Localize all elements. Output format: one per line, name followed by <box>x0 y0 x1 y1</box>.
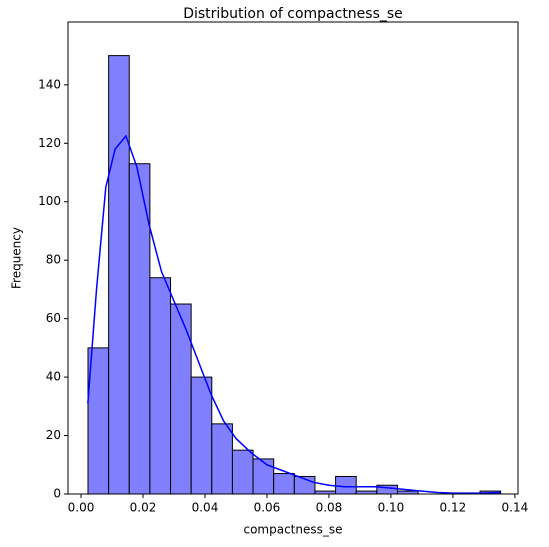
x-tick-label: 0.10 <box>378 501 405 515</box>
x-axis-label: compactness_se <box>243 523 342 537</box>
x-tick-label: 0.02 <box>130 501 157 515</box>
y-tick-label: 60 <box>46 311 61 325</box>
x-tick-label: 0.12 <box>440 501 467 515</box>
x-tick-label: 0.06 <box>254 501 281 515</box>
bar <box>149 277 172 495</box>
bar <box>108 55 130 495</box>
y-tick-label: 20 <box>46 428 61 442</box>
bar <box>211 423 233 495</box>
bar <box>335 475 357 495</box>
chart-title: Distribution of compactness_se <box>183 6 403 22</box>
y-tick-label: 80 <box>46 253 61 267</box>
bar <box>190 376 213 495</box>
x-tick-label: 0.08 <box>316 501 343 515</box>
y-tick-label: 40 <box>46 370 61 384</box>
y-tick-label: 100 <box>38 194 61 208</box>
x-tick-label: 0.04 <box>192 501 219 515</box>
bar <box>170 303 192 495</box>
kde-line <box>87 134 501 494</box>
bar <box>273 473 295 495</box>
plot-frame <box>67 21 519 495</box>
y-axis-label: Frequency <box>10 227 24 289</box>
bar <box>252 458 275 495</box>
y-tick-label: 120 <box>38 136 61 150</box>
y-tick-label: 0 <box>53 487 61 501</box>
x-tick-label: 0.14 <box>502 501 529 515</box>
x-tick-label: 0.00 <box>68 501 95 515</box>
y-tick-label: 140 <box>38 77 61 91</box>
bar <box>231 449 254 495</box>
